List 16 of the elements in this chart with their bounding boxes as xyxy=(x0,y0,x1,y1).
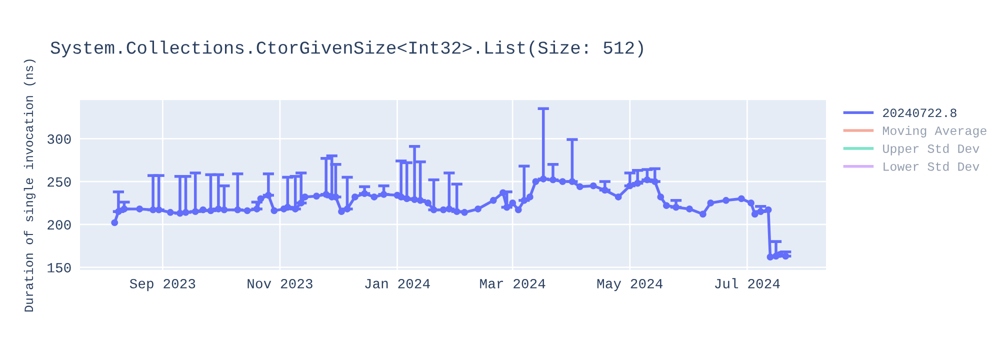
x-tick-label: Jul 2024 xyxy=(715,278,780,288)
y-tick-label: 250 xyxy=(48,177,71,187)
legend-label: Moving Average xyxy=(882,126,986,138)
legend-label: 20240722.8 xyxy=(883,108,956,118)
legend-label: Lower Std Dev xyxy=(884,162,980,171)
y-tick-label: 200 xyxy=(48,220,71,230)
x-tick-label: May 2024 xyxy=(597,278,663,292)
y-axis-title: Duration of single invocation (ns) xyxy=(24,60,36,312)
x-tick-label: Nov 2023 xyxy=(248,278,312,288)
x-tick-label: Jan 2024 xyxy=(365,278,430,288)
x-tick-label: Sep 2023 xyxy=(130,278,196,292)
y-tick-label: 150 xyxy=(48,263,71,272)
legend-label: Upper Std Dev xyxy=(883,144,980,156)
chart-title: System.Collections.CtorGivenSize<Int32>.List(Size: 512) xyxy=(50,40,643,58)
y-tick-label: 300 xyxy=(48,134,71,144)
x-tick-label: Mar 2024 xyxy=(480,278,546,288)
